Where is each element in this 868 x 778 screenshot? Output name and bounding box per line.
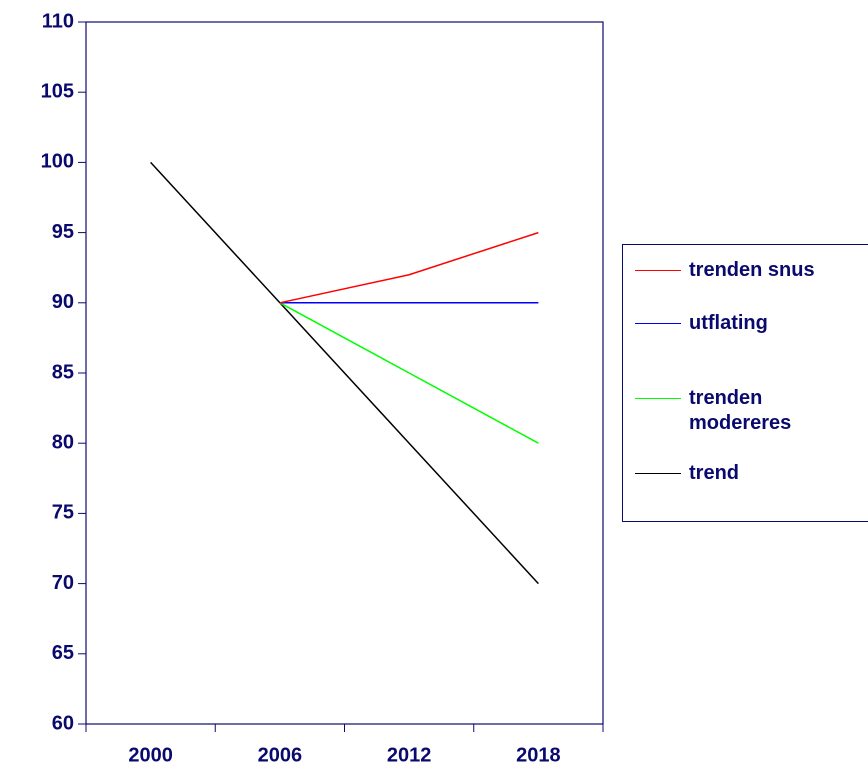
y-tick-label: 80 (52, 431, 74, 453)
legend-label: trend (689, 462, 739, 484)
y-tick-label: 90 (52, 291, 74, 313)
y-tick-label: 95 (52, 221, 74, 243)
x-tick-label: 2000 (128, 744, 173, 766)
legend-swatch (635, 398, 681, 399)
y-tick-label: 105 (41, 80, 74, 102)
x-tick-label: 2018 (516, 744, 561, 766)
y-tick-label: 70 (52, 572, 74, 594)
x-tick-label: 2012 (387, 744, 432, 766)
series-line (279, 302, 539, 444)
legend: trenden snus utflating trenden modereres tr… (622, 244, 868, 522)
y-tick-label: 110 (42, 10, 74, 32)
legend-swatch (635, 270, 681, 271)
y-tick-label: 100 (41, 151, 74, 173)
y-tick-label: 60 (52, 712, 74, 734)
legend-label: utflating (689, 312, 768, 334)
legend-swatch (635, 473, 681, 474)
legend-swatch (635, 323, 681, 324)
legend-label: trenden modereres (689, 387, 792, 434)
y-tick-label: 85 (52, 361, 74, 383)
y-tick-label: 65 (52, 642, 74, 664)
series-line (279, 231, 539, 304)
legend-label: trenden snus (689, 259, 815, 281)
y-tick-label: 75 (52, 502, 74, 524)
series-line (150, 161, 539, 585)
x-tick-label: 2006 (258, 744, 303, 766)
